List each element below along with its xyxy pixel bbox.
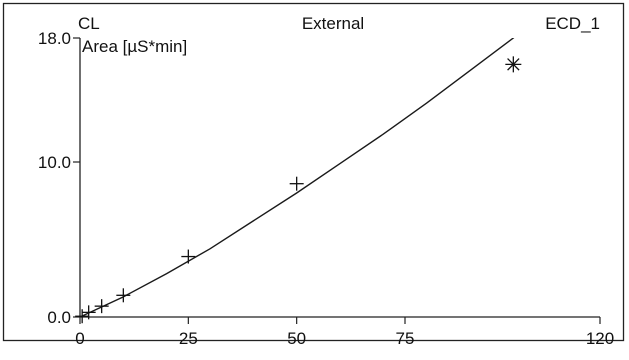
header-center: External xyxy=(302,14,364,33)
fit-curve xyxy=(80,38,515,317)
cross-marker xyxy=(81,305,96,320)
asterisk-marker xyxy=(505,56,522,73)
ticks-layer: 0 25 50 75 120 0.0 10.0 18.0 xyxy=(38,29,614,348)
x-tick-label: 75 xyxy=(396,329,415,348)
y-axis-label: Area [µS*min] xyxy=(82,37,187,56)
x-tick-label: 120 xyxy=(586,329,614,348)
x-tick-label: 50 xyxy=(287,329,306,348)
y-tick-label: 18.0 xyxy=(38,29,71,48)
data-points-layer xyxy=(75,56,522,324)
x-tick-label: 0 xyxy=(75,329,84,348)
cross-marker xyxy=(94,299,109,314)
header-right: ECD_1 xyxy=(545,14,600,33)
cross-marker xyxy=(75,309,90,324)
y-tick-label: 0.0 xyxy=(47,308,71,327)
header-left: CL xyxy=(78,14,100,33)
cross-marker xyxy=(116,288,131,303)
x-tick-label: 25 xyxy=(179,329,198,348)
cross-marker xyxy=(181,249,196,264)
y-tick-label: 10.0 xyxy=(38,153,71,172)
plot-frame xyxy=(2,2,625,342)
cross-marker xyxy=(289,176,304,191)
